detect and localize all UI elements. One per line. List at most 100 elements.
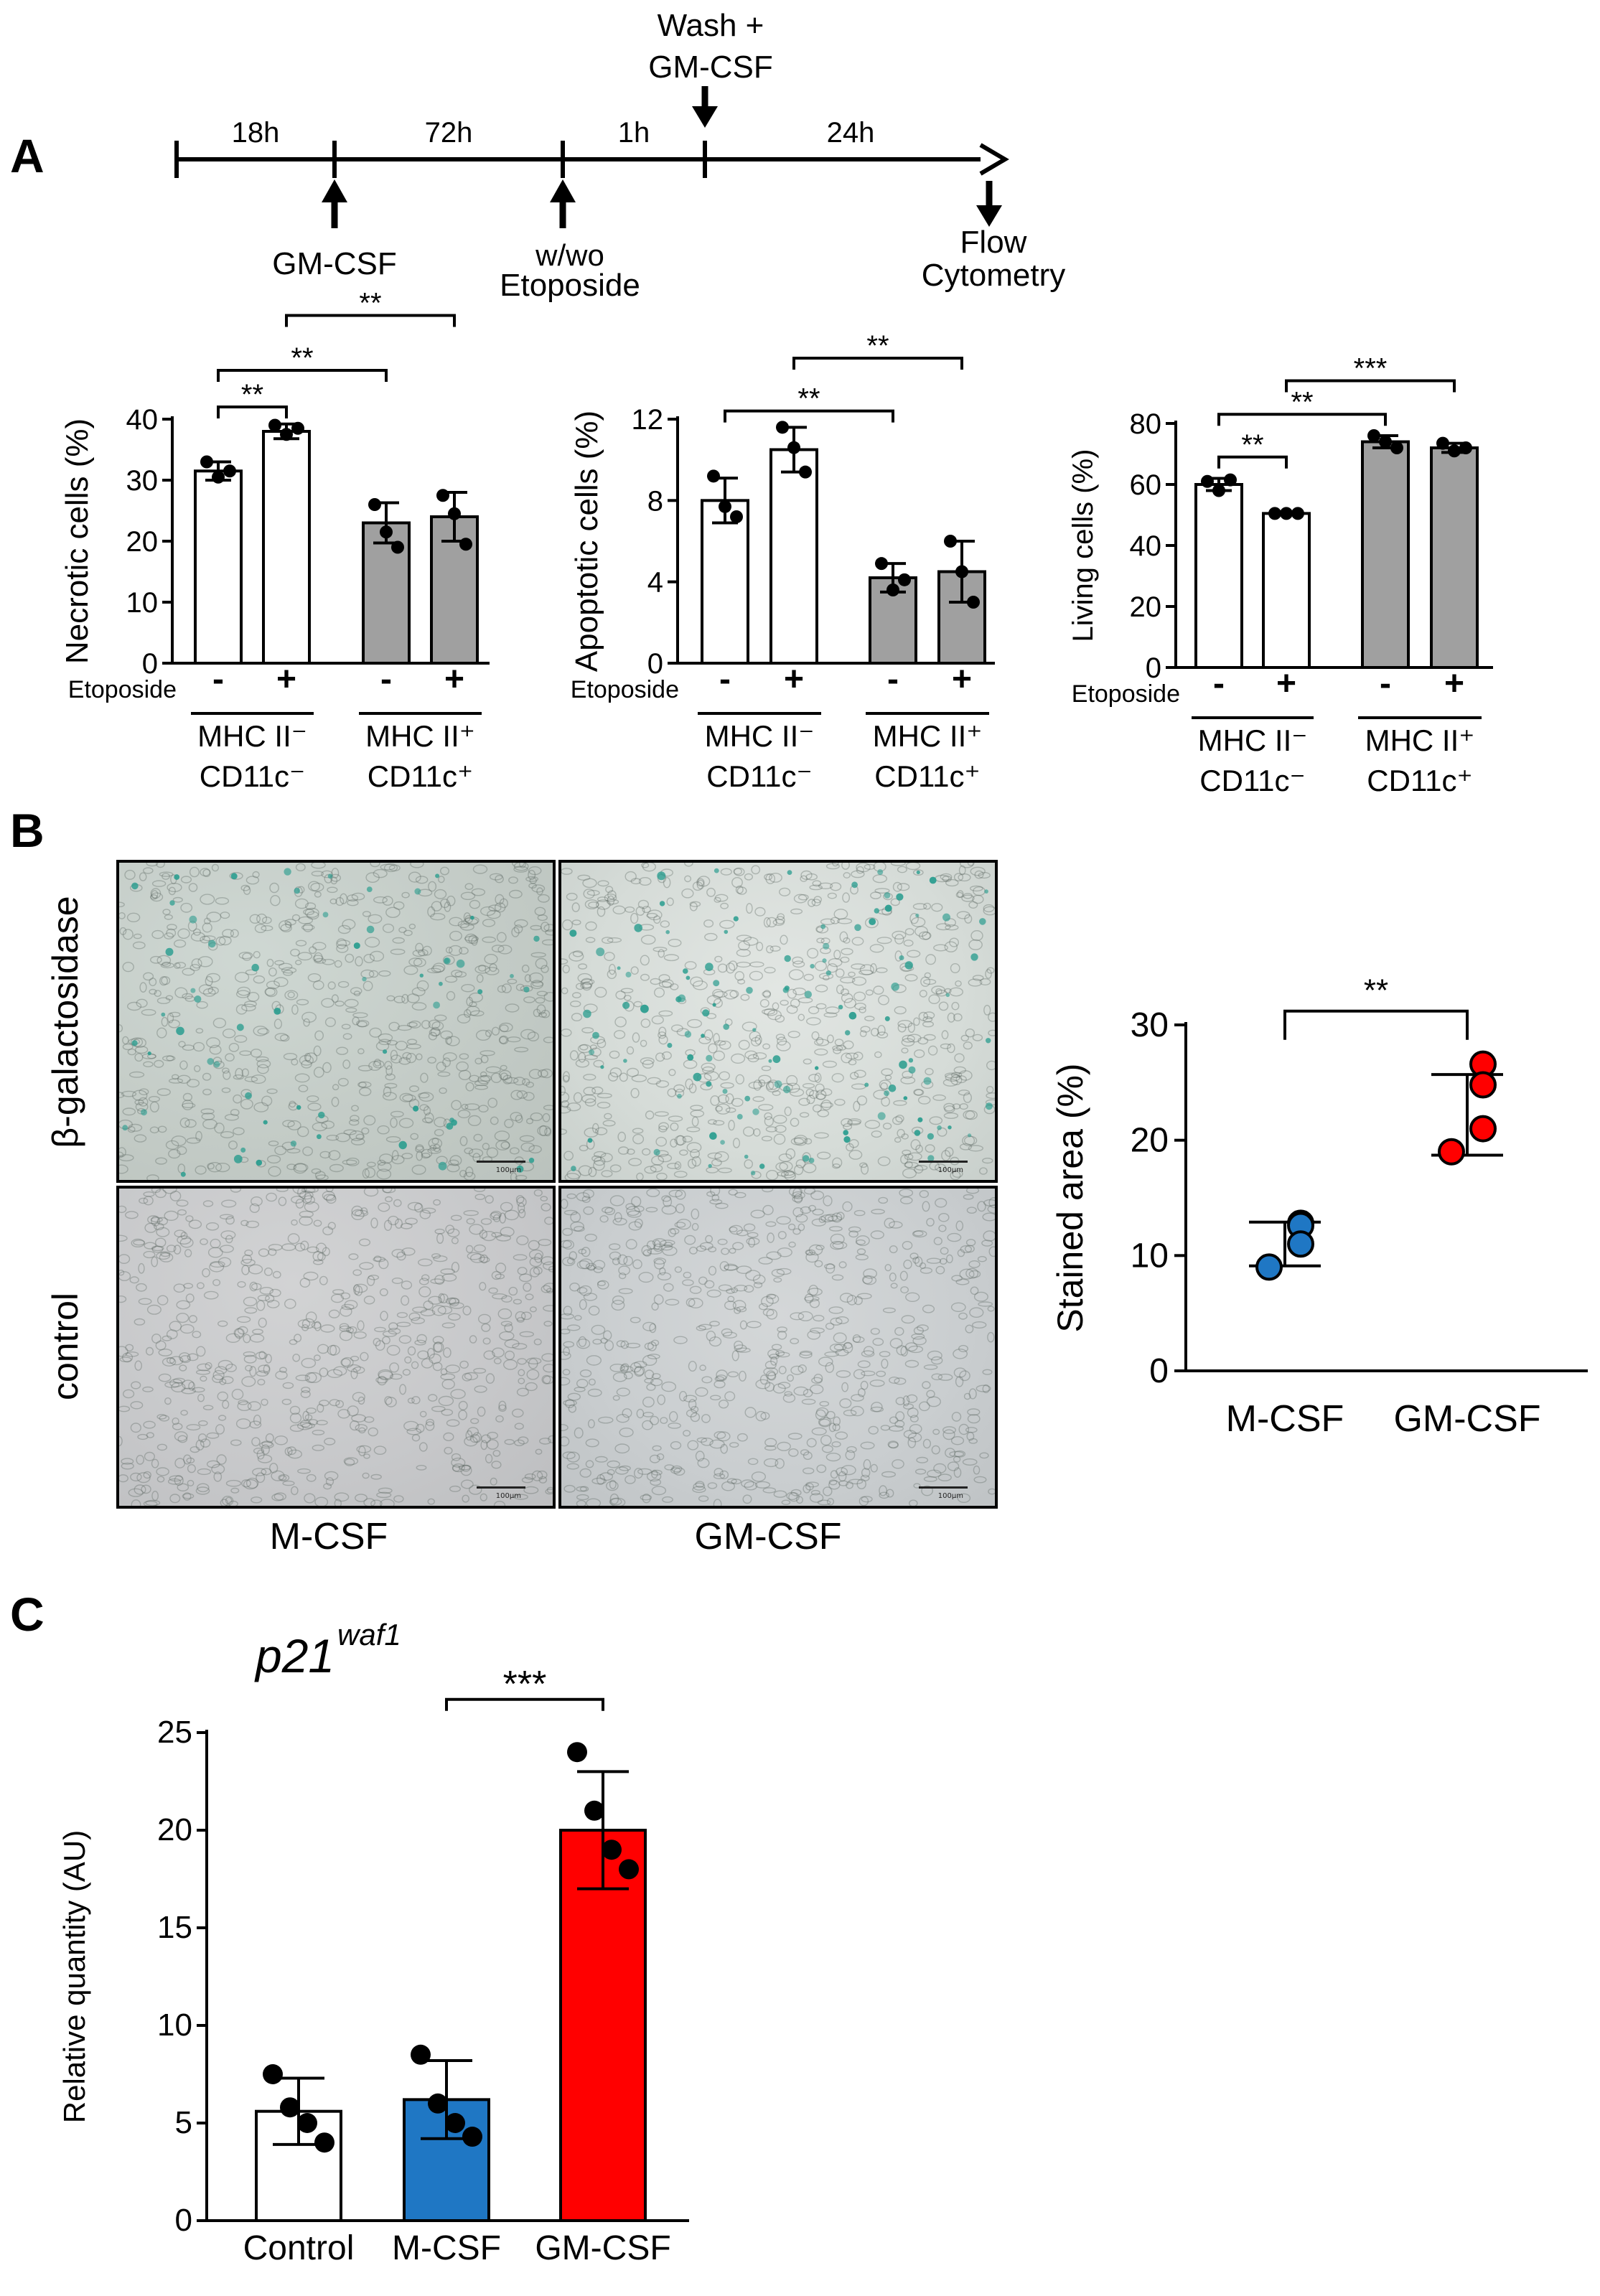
cell [919,1190,929,1199]
cell [352,1366,365,1374]
cell [612,1257,620,1265]
cell [924,972,931,979]
cell [913,1088,924,1096]
cell [477,1075,490,1084]
cell [529,1306,537,1313]
cell [965,1028,975,1038]
cell [718,1167,732,1173]
cell [825,863,840,870]
cell [279,1034,290,1042]
cell [602,1120,616,1127]
cell [541,1285,551,1293]
cell [892,1116,903,1125]
cell [302,922,314,932]
cell [566,1451,580,1463]
cell [400,1222,413,1229]
cell [151,1245,164,1253]
cell [240,1258,256,1267]
cell [530,924,542,931]
cell [543,1364,553,1373]
cell [955,891,963,898]
cell [404,1356,412,1364]
cell [927,1469,942,1478]
cell [166,1356,175,1364]
stained-cell [945,993,950,998]
cell [535,1448,543,1455]
cell [301,924,315,931]
cell [691,1156,701,1167]
cell [237,1326,248,1335]
cell [850,1405,864,1417]
cell [283,970,294,976]
cell [770,1356,778,1366]
cell [539,1125,548,1136]
cell [310,882,324,892]
cell [792,1189,802,1199]
cell [146,1432,154,1438]
cell [725,1093,734,1105]
etoposide-sign: + [444,660,464,698]
cell [715,1105,723,1112]
cell [609,1479,617,1489]
micrograph-gmcsf-control: 100μm [558,1186,998,1509]
cell [969,1307,984,1318]
cell [528,1249,544,1260]
cell [213,1471,223,1482]
data-point [799,465,812,479]
cell [696,878,705,887]
cell [161,1016,169,1027]
cell [492,1450,501,1457]
cell [230,929,239,938]
cell [212,1369,225,1380]
cell [159,1252,174,1262]
cell [174,1458,186,1468]
cell [594,986,607,998]
cell [257,1379,266,1386]
cell [897,866,907,873]
cell [978,1301,993,1307]
cell [249,1420,262,1429]
cell [340,1292,350,1300]
cell [146,1346,154,1356]
cell [709,1439,725,1449]
significance-bracket [1217,455,1288,469]
cell [343,1129,357,1135]
cell [619,1465,631,1471]
cell [314,1030,324,1041]
cell [660,1245,673,1251]
cell [136,1472,151,1484]
cell [855,1254,869,1260]
cell [942,1426,957,1434]
cell [777,1036,787,1046]
cell [256,913,268,924]
cell [650,1479,662,1486]
cell [365,872,380,884]
cell [889,1416,899,1424]
cell [444,1446,453,1455]
cell [390,948,406,955]
cell [592,1260,606,1270]
cell [691,1116,699,1127]
cell [876,1031,889,1039]
cell [674,1161,682,1171]
cell [447,1313,461,1321]
cell [982,1384,990,1394]
cell [840,976,856,984]
cell [418,1286,431,1298]
cell [914,1165,924,1174]
cell [451,1237,459,1245]
cell [230,1439,242,1446]
cell [119,1151,124,1158]
cell [597,896,609,902]
cell [877,1156,891,1166]
cell [634,1468,643,1479]
cell [228,1140,238,1150]
cell [795,1214,808,1223]
cell [960,1034,969,1042]
cell [294,1242,306,1252]
cell [776,1268,792,1275]
cell [474,1080,489,1087]
cell [897,1023,907,1033]
cell [794,1164,804,1176]
cell [534,906,546,917]
